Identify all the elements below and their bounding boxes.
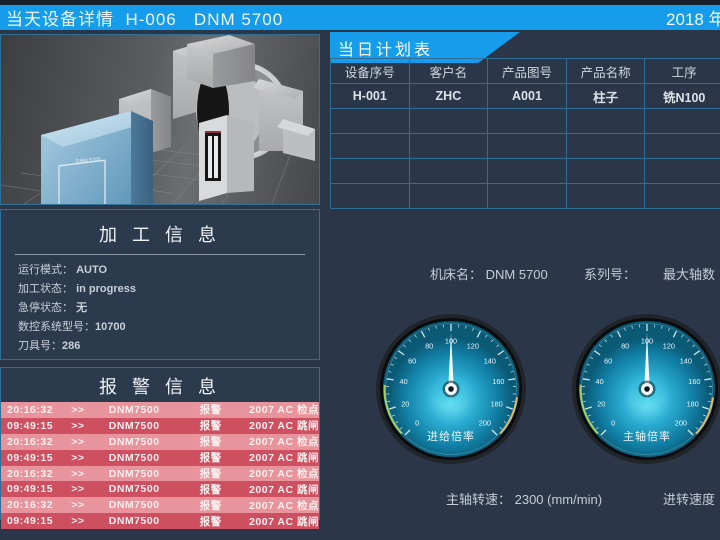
svg-text:180: 180 [687,399,699,408]
svg-text:80: 80 [621,342,629,351]
svg-text:0: 0 [415,418,419,427]
svg-text:80: 80 [425,342,433,351]
svg-text:120: 120 [663,342,675,351]
svg-text:180: 180 [491,399,503,408]
svg-text:160: 160 [688,377,700,386]
svg-text:120: 120 [467,342,479,351]
svg-text:200: 200 [675,418,687,427]
svg-text:0: 0 [611,418,615,427]
svg-text:进给倍率: 进给倍率 [427,429,475,443]
svg-text:200: 200 [479,418,491,427]
svg-text:160: 160 [492,377,504,386]
svg-text:140: 140 [484,356,496,365]
svg-text:20: 20 [597,399,605,408]
svg-text:40: 40 [400,377,408,386]
svg-text:20: 20 [401,399,409,408]
svg-text:40: 40 [596,377,604,386]
svg-text:140: 140 [680,356,692,365]
svg-text:60: 60 [604,356,612,365]
svg-text:60: 60 [408,356,416,365]
svg-text:主轴倍率: 主轴倍率 [623,429,671,443]
